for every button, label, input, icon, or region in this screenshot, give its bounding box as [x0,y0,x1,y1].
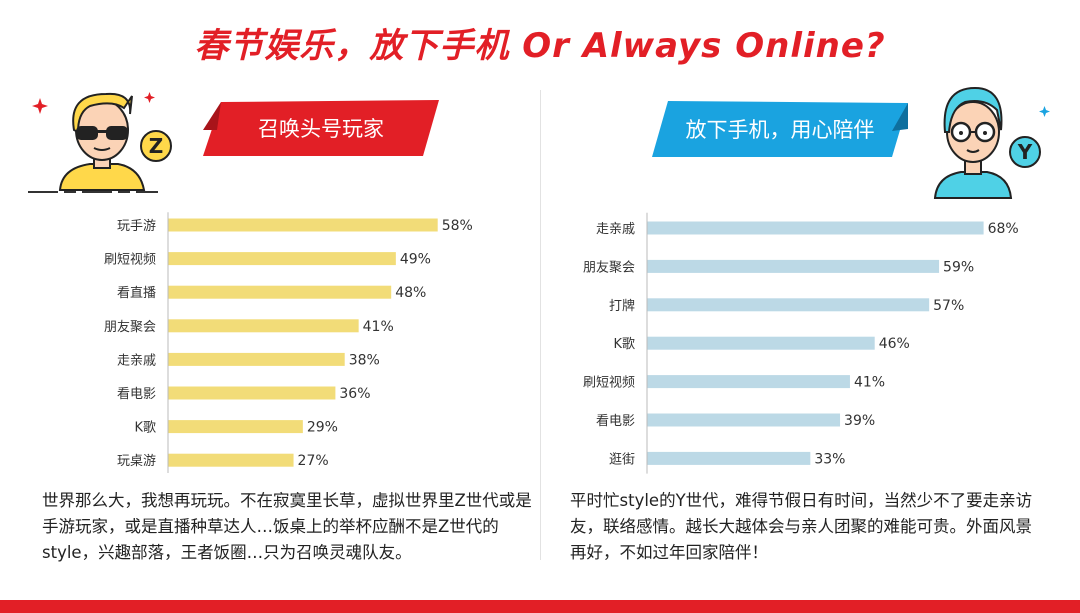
bar [168,218,438,232]
category-label: 打牌 [609,298,635,314]
bar [168,420,303,434]
data-label: 27% [298,453,329,469]
bar [647,298,930,312]
category-label: 玩桌游 [117,454,156,469]
data-label: 41% [854,375,885,391]
data-label: 48% [395,285,426,301]
z-generation-banner-label: 召唤头号玩家 [258,117,384,141]
center-divider [540,90,541,560]
bar [647,336,875,350]
category-label: 朋友聚会 [104,319,156,335]
bar [168,319,359,333]
category-label: 玩手游 [117,219,156,234]
z-generation-banner: 召唤头号玩家 [203,100,439,156]
y-generation-banner: 放下手机，用心陪伴 [652,101,908,157]
data-label: 33% [814,451,845,467]
category-label: K歌 [613,337,635,352]
z-generation-avatar-icon: Z [28,86,178,196]
z-badge: Z [149,134,164,158]
category-label: 看电影 [596,413,635,429]
bar [647,375,850,389]
bar [647,451,811,465]
z-generation-description: 世界那么大，我想再玩玩。不在寂寞里长草，虚拟世界里Z世代或是手游玩家，或是直播种… [42,491,532,562]
page-title: 春节娱乐，放下手机 Or Always Online? [194,26,886,66]
category-label: 看电影 [117,386,156,402]
data-label: 36% [339,386,370,402]
bar [168,252,396,266]
data-label: 29% [307,420,338,436]
y-generation-description: 平时忙style的Y世代，难得节假日有时间，当然少不了要走亲访友，联络感情。越长… [570,491,1033,562]
category-label: 看直播 [117,285,156,301]
category-label: 朋友聚会 [583,259,635,275]
bar [168,453,294,467]
data-label: 68% [988,221,1019,237]
data-label: 46% [879,336,910,352]
sparkle-icon [32,92,155,114]
bar [168,386,336,400]
bar [647,259,940,273]
category-label: 逛街 [609,452,635,467]
category-label: 走亲戚 [117,353,156,368]
data-label: 57% [933,298,964,314]
bar [647,413,841,427]
y-generation-avatar-icon: Y [905,80,1055,200]
bar [647,221,984,235]
sparkle-icon [1039,106,1050,117]
category-label: 刷短视频 [104,253,156,268]
z-generation-bar-chart: 玩手游 58% 刷短视频 49% 看直播 48% 朋友聚会 41% 走亲戚 38% 看电影 36% K歌… [104,212,473,473]
y-generation-bar-chart: 走亲戚 68% 朋友聚会 59% 打牌 57% K歌 46% 刷短视频 41% 看电影 39% 逛街 33… [583,212,1019,474]
data-label: 59% [943,259,974,275]
bar [168,352,345,366]
data-label: 49% [400,252,431,268]
category-label: 走亲戚 [596,222,635,237]
bar [168,285,392,299]
category-label: K歌 [134,421,156,436]
y-generation-banner-label: 放下手机，用心陪伴 [685,118,875,142]
data-label: 38% [349,352,380,368]
bottom-accent-bar [0,600,1080,613]
category-label: 刷短视频 [583,376,635,391]
data-label: 39% [844,413,875,429]
data-label: 41% [363,319,394,335]
y-badge: Y [1017,140,1033,164]
data-label: 58% [442,218,473,234]
